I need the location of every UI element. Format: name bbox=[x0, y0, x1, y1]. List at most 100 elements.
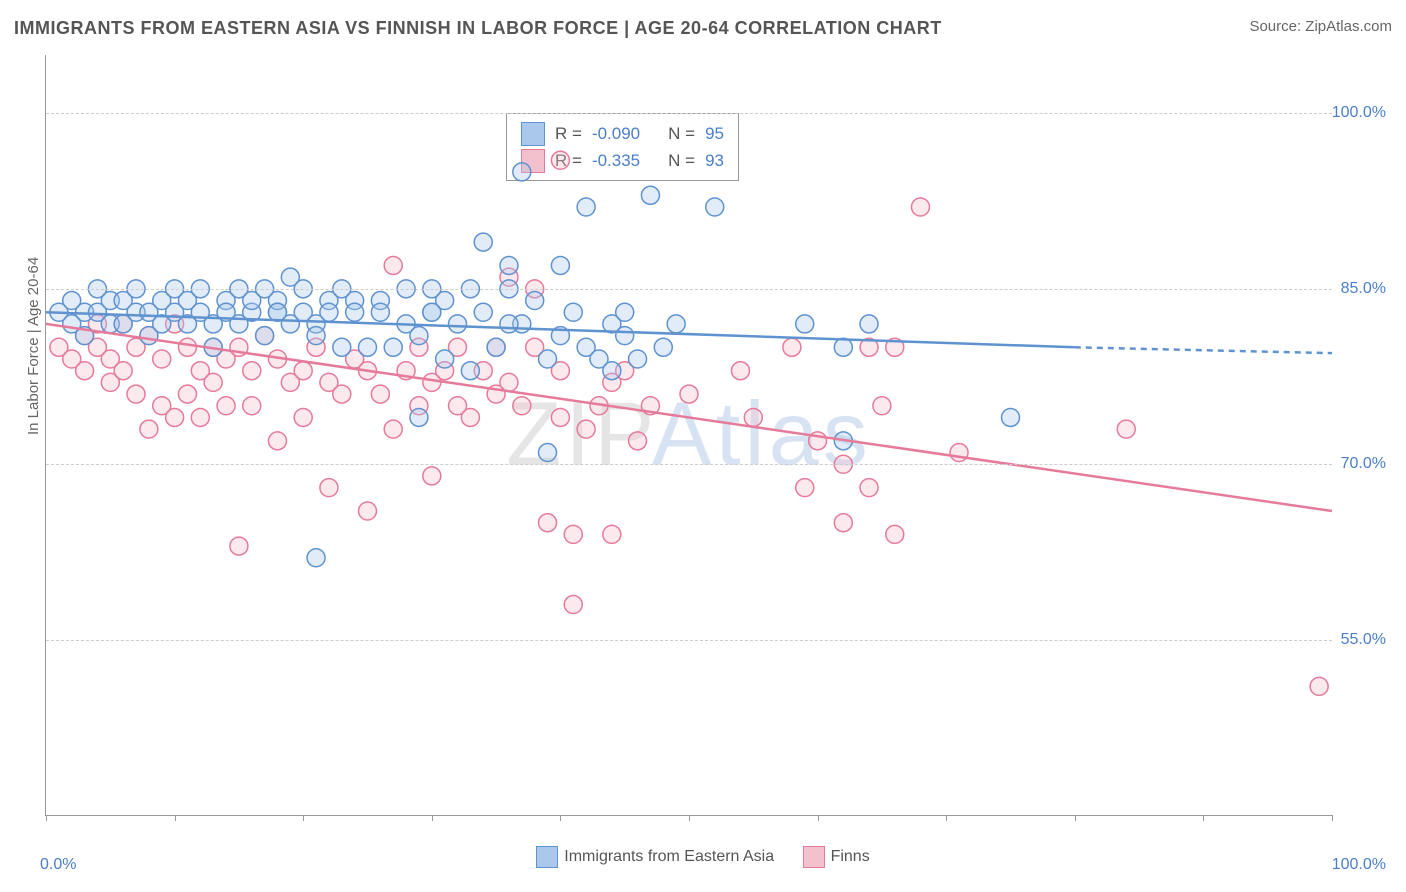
data-point bbox=[500, 315, 518, 333]
data-point bbox=[268, 303, 286, 321]
data-point bbox=[243, 397, 261, 415]
data-point bbox=[680, 385, 698, 403]
y-tick-label: 85.0% bbox=[1341, 280, 1386, 298]
data-point bbox=[487, 338, 505, 356]
data-point bbox=[629, 350, 647, 368]
data-point bbox=[153, 350, 171, 368]
data-point bbox=[410, 327, 428, 345]
data-point bbox=[564, 525, 582, 543]
data-point bbox=[449, 315, 467, 333]
y-tick-label: 70.0% bbox=[1341, 455, 1386, 473]
data-point bbox=[76, 362, 94, 380]
legend-item-finns: Finns bbox=[803, 848, 870, 865]
data-point bbox=[731, 362, 749, 380]
data-point bbox=[346, 303, 364, 321]
data-point bbox=[603, 525, 621, 543]
data-point bbox=[268, 432, 286, 450]
data-point bbox=[860, 315, 878, 333]
data-point bbox=[371, 385, 389, 403]
data-point bbox=[1310, 677, 1328, 695]
data-point bbox=[333, 338, 351, 356]
data-point bbox=[474, 233, 492, 251]
data-point bbox=[461, 408, 479, 426]
data-point bbox=[616, 303, 634, 321]
x-tick bbox=[1075, 815, 1076, 821]
data-point bbox=[551, 256, 569, 274]
data-point bbox=[359, 338, 377, 356]
data-point bbox=[641, 186, 659, 204]
data-point bbox=[461, 362, 479, 380]
data-point bbox=[577, 198, 595, 216]
data-point bbox=[140, 420, 158, 438]
data-point bbox=[474, 303, 492, 321]
x-tick bbox=[432, 815, 433, 821]
swatch-blue-bottom bbox=[536, 846, 558, 868]
y-axis-label: In Labor Force | Age 20-64 bbox=[25, 257, 42, 435]
gridline bbox=[46, 640, 1332, 641]
data-point bbox=[166, 408, 184, 426]
swatch-pink-bottom bbox=[803, 846, 825, 868]
data-point bbox=[384, 420, 402, 438]
data-point bbox=[513, 163, 531, 181]
data-point bbox=[886, 525, 904, 543]
data-point bbox=[307, 327, 325, 345]
data-point bbox=[178, 338, 196, 356]
data-point bbox=[500, 256, 518, 274]
data-point bbox=[539, 514, 557, 532]
data-point bbox=[796, 315, 814, 333]
data-point bbox=[603, 362, 621, 380]
data-point bbox=[243, 362, 261, 380]
data-point bbox=[744, 408, 762, 426]
data-point bbox=[294, 362, 312, 380]
data-point bbox=[1117, 420, 1135, 438]
data-point bbox=[834, 514, 852, 532]
scatter-svg bbox=[46, 55, 1332, 815]
data-point bbox=[834, 338, 852, 356]
data-point bbox=[783, 338, 801, 356]
gridline bbox=[46, 464, 1332, 465]
data-point bbox=[384, 338, 402, 356]
trend-line bbox=[1075, 347, 1332, 353]
x-tick bbox=[689, 815, 690, 821]
data-point bbox=[436, 350, 454, 368]
x-tick bbox=[560, 815, 561, 821]
data-point bbox=[256, 327, 274, 345]
data-point bbox=[539, 444, 557, 462]
legend-series: Immigrants from Eastern Asia Finns bbox=[0, 846, 1406, 868]
data-point bbox=[307, 549, 325, 567]
data-point bbox=[410, 408, 428, 426]
trend-line bbox=[46, 324, 1332, 511]
legend-item-eastern-asia: Immigrants from Eastern Asia bbox=[536, 848, 778, 865]
data-point bbox=[333, 385, 351, 403]
x-tick bbox=[946, 815, 947, 821]
data-point bbox=[114, 362, 132, 380]
data-point bbox=[616, 327, 634, 345]
data-point bbox=[551, 151, 569, 169]
data-point bbox=[577, 420, 595, 438]
x-tick bbox=[303, 815, 304, 821]
data-point bbox=[551, 408, 569, 426]
data-point bbox=[500, 373, 518, 391]
data-point bbox=[513, 397, 531, 415]
data-point bbox=[178, 385, 196, 403]
data-point bbox=[294, 408, 312, 426]
y-tick-label: 100.0% bbox=[1332, 104, 1386, 122]
x-tick bbox=[1203, 815, 1204, 821]
data-point bbox=[1002, 408, 1020, 426]
data-point bbox=[654, 338, 672, 356]
data-point bbox=[217, 397, 235, 415]
data-point bbox=[204, 373, 222, 391]
data-point bbox=[320, 303, 338, 321]
data-point bbox=[873, 397, 891, 415]
gridline bbox=[46, 289, 1332, 290]
x-tick bbox=[818, 815, 819, 821]
data-point bbox=[564, 303, 582, 321]
data-point bbox=[320, 479, 338, 497]
data-point bbox=[423, 467, 441, 485]
y-tick-label: 55.0% bbox=[1341, 631, 1386, 649]
data-point bbox=[423, 303, 441, 321]
source-attribution: Source: ZipAtlas.com bbox=[1249, 18, 1392, 35]
data-point bbox=[191, 408, 209, 426]
data-point bbox=[911, 198, 929, 216]
data-point bbox=[564, 596, 582, 614]
